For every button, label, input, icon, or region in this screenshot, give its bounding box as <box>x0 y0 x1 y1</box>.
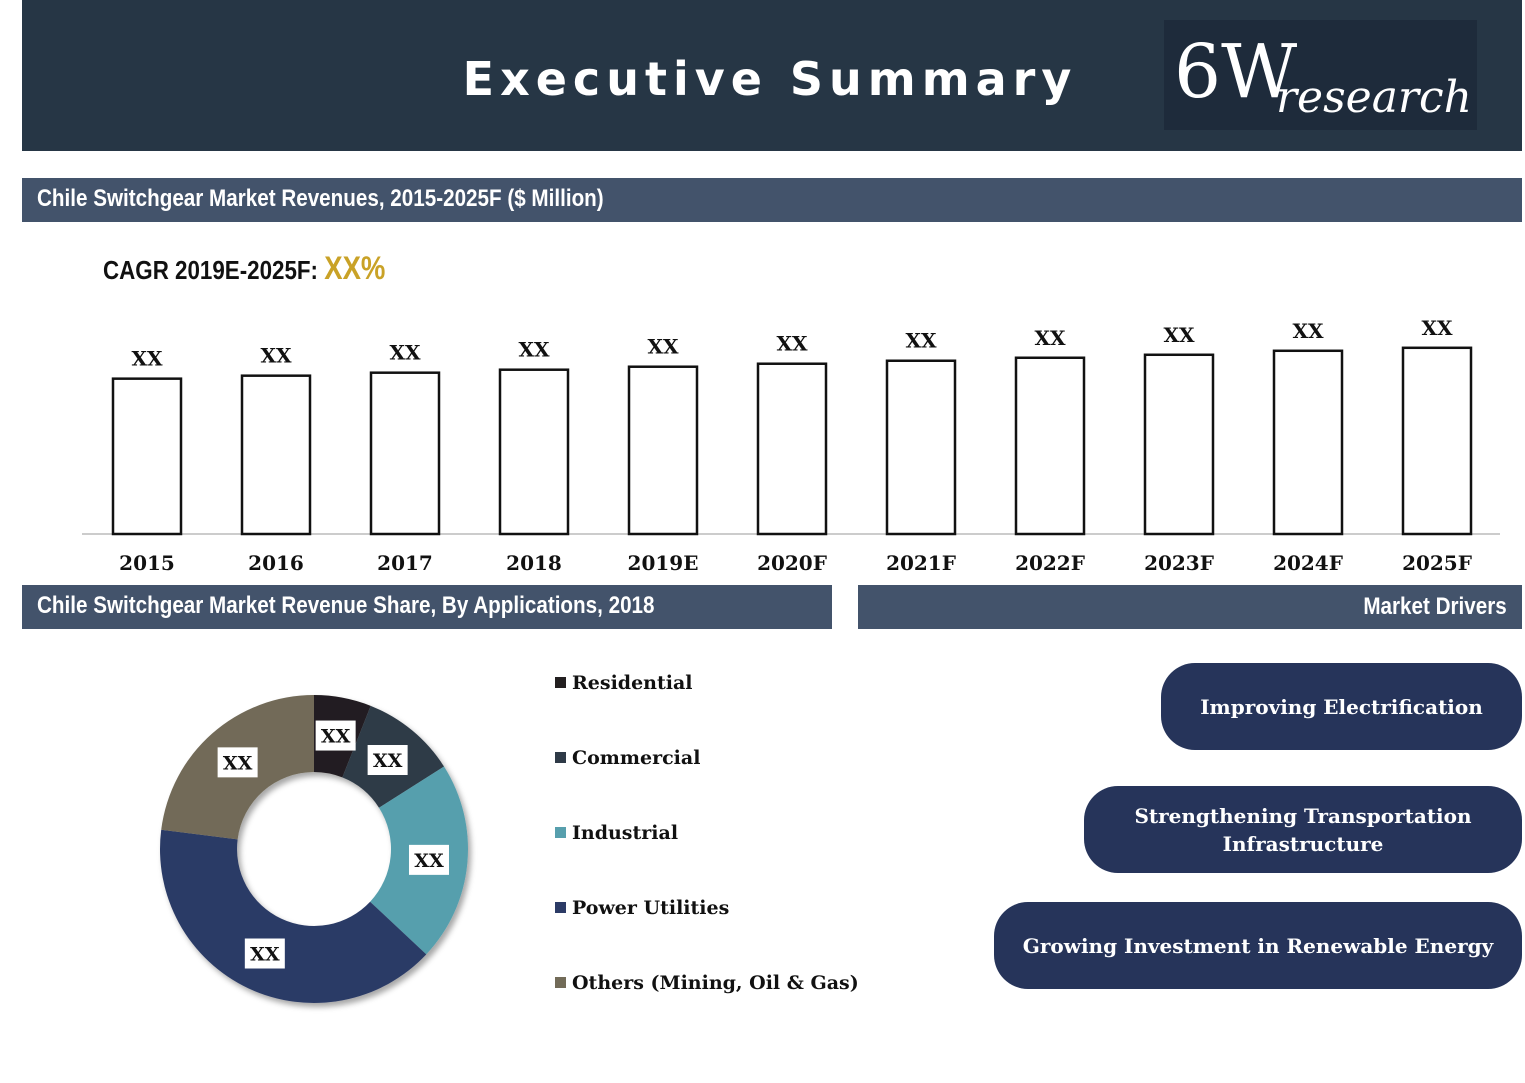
cagr-value: XX% <box>324 250 386 286</box>
driver-item-label: Strengthening Transportation Infrastruct… <box>1134 803 1472 856</box>
legend-item: Residential <box>555 668 693 698</box>
bar-data-label: XX <box>1034 326 1066 350</box>
driver-item-renewable-energy: Growing Investment in Renewable Energy <box>994 902 1522 989</box>
driver-item-label: Growing Investment in Renewable Energy <box>1022 933 1494 958</box>
drivers-section-title: Market Drivers <box>1363 593 1507 620</box>
legend-swatch <box>555 977 566 988</box>
x-tick-label: 2021F <box>886 551 956 575</box>
x-tick-label: 2020F <box>757 551 827 575</box>
company-logo: 6W research <box>1164 20 1477 130</box>
donut-label-box <box>367 745 408 776</box>
bar-data-label: XX <box>1163 323 1195 347</box>
bar-2016 <box>240 374 312 536</box>
donut-label-box <box>315 720 356 751</box>
bar-data-label: XX <box>518 338 550 362</box>
x-tick-label: 2017 <box>377 551 433 575</box>
bar-2025F <box>1401 346 1473 536</box>
share-section-header: Chile Switchgear Market Revenue Share, B… <box>22 585 832 629</box>
bar-2019E <box>627 365 699 536</box>
page-title: Executive Summary <box>462 52 1078 106</box>
bar-data-label: XX <box>389 341 421 365</box>
bar-data-label: XX <box>260 344 292 368</box>
x-tick-label: 2022F <box>1015 551 1085 575</box>
x-tick-label: 2023F <box>1144 551 1214 575</box>
legend-swatch <box>555 827 566 838</box>
bar-2015 <box>111 377 183 536</box>
bar-2017 <box>369 371 441 536</box>
bar-data-label: XX <box>776 332 808 356</box>
donut-data-label: XX <box>250 944 280 966</box>
share-section-title: Chile Switchgear Market Revenue Share, B… <box>37 592 655 619</box>
bar-data-label: XX <box>647 335 679 359</box>
bar-2023F <box>1143 353 1215 536</box>
bar-2021F <box>885 359 957 536</box>
legend-swatch <box>555 752 566 763</box>
donut-data-label: XX <box>414 850 444 872</box>
legend-item: Others (Mining, Oil & Gas) <box>555 968 859 998</box>
bar-data-label: XX <box>1421 316 1453 340</box>
bar-2022F <box>1014 356 1086 536</box>
drivers-section-header: Market Drivers <box>858 585 1522 629</box>
bar-data-label: XX <box>131 347 163 371</box>
donut-slice-power <box>160 829 427 1003</box>
bar-2018 <box>498 368 570 536</box>
bar-data-label: XX <box>905 329 937 353</box>
donut-data-label: XX <box>321 726 351 748</box>
x-tick-label: 2019E <box>628 551 699 575</box>
revenue-bar-chart: XX 2015 XX 2016 XX 2017 XX 2018 XX 2019E XX 2020F XX… <box>82 316 1500 575</box>
revenue-section-title: Chile Switchgear Market Revenues, 2015-2… <box>37 185 604 212</box>
application-share-donut-chart: XX XX XX XX XX <box>160 695 468 1003</box>
legend-item: Industrial <box>555 818 678 848</box>
cagr-label: CAGR 2019E-2025F: XX% <box>103 250 385 287</box>
legend-label: Power Utilities <box>572 897 730 919</box>
driver-item-label: Improving Electrification <box>1200 694 1483 719</box>
x-tick-label: 2018 <box>506 551 562 575</box>
x-tick-label: 2015 <box>119 551 175 575</box>
revenue-section-header: Chile Switchgear Market Revenues, 2015-2… <box>22 178 1522 222</box>
legend-label: Others (Mining, Oil & Gas) <box>572 972 859 994</box>
donut-label-box <box>217 747 258 778</box>
legend-item: Power Utilities <box>555 893 729 923</box>
logo-research-text: research <box>1276 72 1472 123</box>
cagr-label-text: CAGR 2019E-2025F: <box>103 255 325 285</box>
x-tick-label: 2024F <box>1273 551 1343 575</box>
bar-2020F <box>756 362 828 536</box>
donut-label-box <box>408 844 449 875</box>
logo-6w-text: 6W <box>1174 29 1298 115</box>
legend-label: Industrial <box>572 822 679 844</box>
donut-data-label: XX <box>373 750 403 772</box>
legend-item: Commercial <box>555 743 700 773</box>
legend-label: Commercial <box>572 747 701 769</box>
legend-swatch <box>555 677 566 688</box>
donut-data-label: XX <box>223 752 253 774</box>
driver-item-electrification: Improving Electrification <box>1161 663 1522 750</box>
driver-item-transportation: Strengthening Transportation Infrastruct… <box>1084 786 1522 873</box>
bar-2024F <box>1272 349 1344 536</box>
x-tick-label: 2016 <box>248 551 304 575</box>
legend-label: Residential <box>572 672 693 694</box>
donut-label-box <box>244 938 285 969</box>
legend-swatch <box>555 902 566 913</box>
x-tick-label: 2025F <box>1402 551 1472 575</box>
bar-data-label: XX <box>1292 319 1324 343</box>
